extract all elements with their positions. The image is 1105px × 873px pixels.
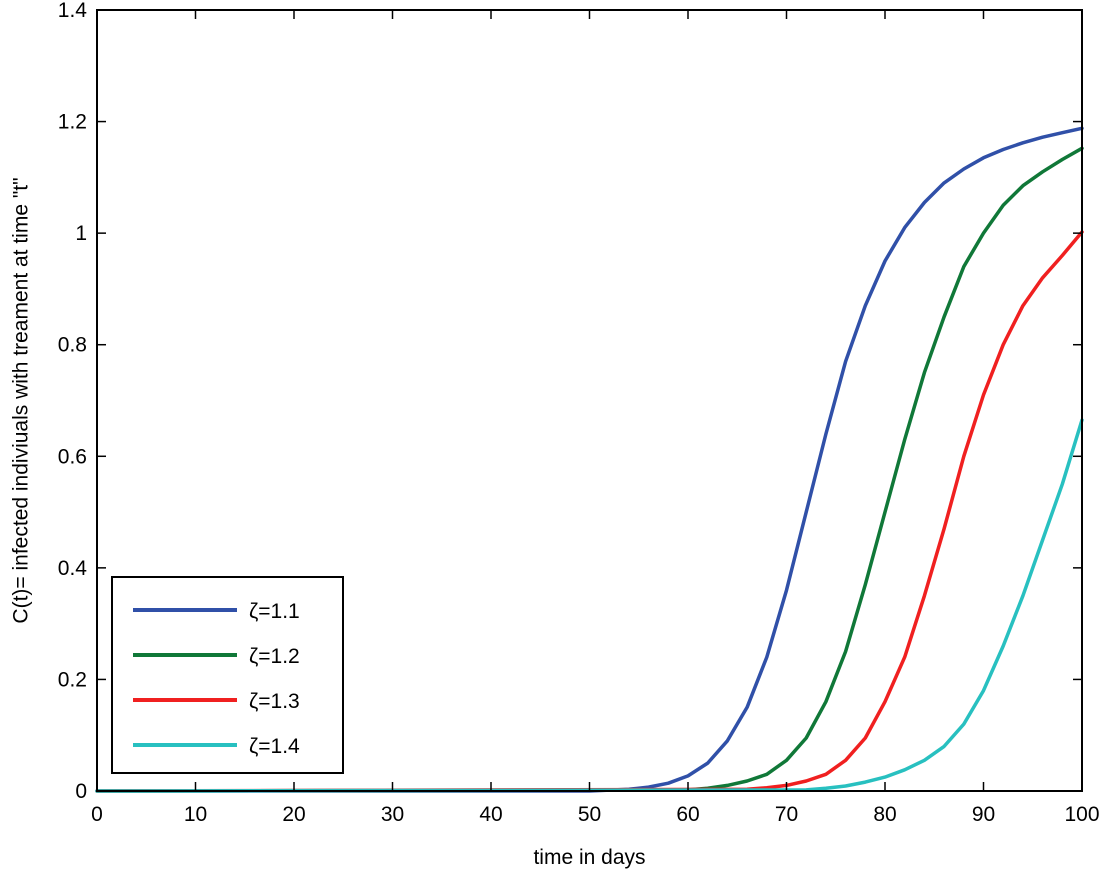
y-tick-label: 0.4	[58, 557, 88, 580]
x-tick-label: 60	[676, 803, 699, 826]
x-tick-label: 90	[972, 803, 995, 826]
x-axis-label: time in days	[533, 846, 645, 869]
legend-label: ζ=1.1	[249, 600, 300, 623]
legend-label: ζ=1.2	[249, 645, 300, 668]
x-tick-label: 80	[873, 803, 896, 826]
x-tick-label: 0	[91, 803, 103, 826]
y-tick-label: 0.6	[58, 445, 87, 468]
series-line-4	[95, 418, 1084, 793]
y-tick-label: 0.2	[58, 668, 87, 691]
y-tick-label: 0	[75, 780, 87, 803]
y-tick-label: 1.2	[58, 111, 87, 134]
x-tick-label: 40	[479, 803, 502, 826]
x-tick-label: 30	[381, 803, 404, 826]
y-tick-label: 1.4	[58, 0, 88, 22]
legend-label: ζ=1.4	[249, 735, 300, 758]
y-axis-label: C(t)= infected indiviuals with treament …	[10, 177, 33, 623]
axis-ticks	[96, 9, 1083, 792]
tick-labels: 0 10 20 30 40 50 60 70 80 90 100 0 0.2 0.4 0.6 0.8 1 1.2 1…	[58, 0, 1100, 826]
x-tick-label: 50	[578, 803, 601, 826]
legend-label: ζ=1.3	[249, 690, 300, 713]
x-tick-label: 10	[184, 803, 207, 826]
x-tick-label: 20	[282, 803, 305, 826]
legend: ζ=1.1 ζ=1.2 ζ=1.3 ζ=1.4	[111, 576, 344, 774]
y-tick-label: 1	[75, 222, 87, 245]
y-tick-label: 0.8	[58, 334, 87, 357]
series-line-2	[95, 146, 1084, 793]
series-line-1	[95, 126, 1084, 793]
x-tick-label: 70	[775, 803, 798, 826]
x-tick-label: 100	[1064, 803, 1099, 826]
